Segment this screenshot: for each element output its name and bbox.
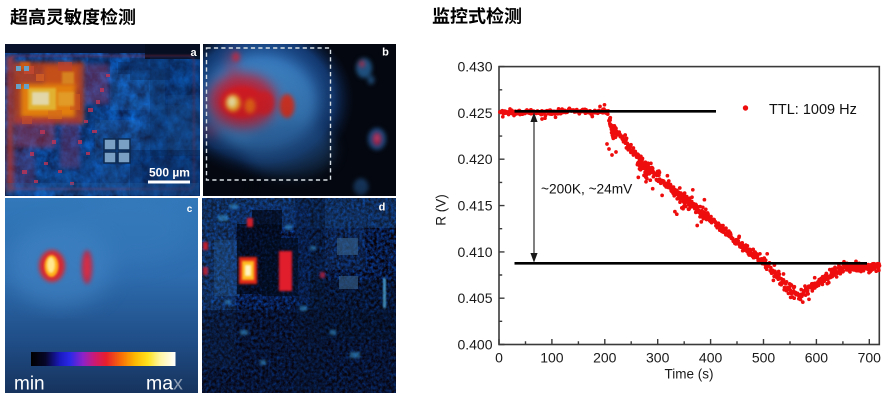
svg-text:0.425: 0.425	[457, 105, 492, 121]
svg-text:200: 200	[593, 350, 617, 366]
svg-text:700: 700	[858, 350, 882, 366]
svg-text:0: 0	[495, 350, 503, 366]
svg-text:0.405: 0.405	[457, 290, 492, 306]
svg-text:400: 400	[699, 350, 723, 366]
svg-text:0.400: 0.400	[457, 336, 492, 352]
svg-text:100: 100	[540, 350, 564, 366]
svg-text:500: 500	[752, 350, 776, 366]
svg-text:R (V): R (V)	[434, 194, 449, 226]
svg-text:0.430: 0.430	[457, 59, 492, 75]
svg-text:Time (s): Time (s)	[665, 367, 714, 382]
svg-text:min: min	[14, 374, 45, 395]
svg-text:0.410: 0.410	[457, 244, 492, 260]
svg-text:500 µm: 500 µm	[149, 166, 190, 180]
svg-text:max: max	[146, 373, 183, 395]
svg-text:600: 600	[805, 350, 829, 366]
svg-text:0.415: 0.415	[457, 198, 492, 214]
svg-text:TTL: 1009 Hz: TTL: 1009 Hz	[769, 102, 857, 118]
svg-text:b: b	[382, 47, 389, 59]
svg-text:a: a	[190, 47, 197, 59]
svg-text:c: c	[187, 204, 193, 215]
svg-text:0.420: 0.420	[457, 151, 492, 167]
svg-text:d: d	[379, 202, 386, 214]
svg-text:~200K, ~24mV: ~200K, ~24mV	[541, 182, 633, 197]
svg-text:300: 300	[646, 350, 670, 366]
